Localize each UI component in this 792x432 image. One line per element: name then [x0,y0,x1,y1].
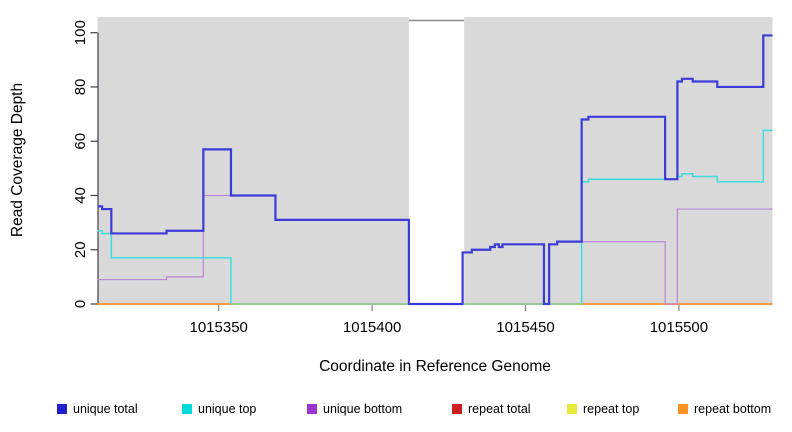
legend-label: repeat total [468,402,531,416]
legend-swatch-unique-bottom [307,404,317,414]
legend-label: unique bottom [323,402,403,416]
legend-item-repeat-total: repeat total [452,402,531,416]
y-axis-tick-label: 0 [72,300,89,308]
legend-swatch-repeat-total [452,404,462,414]
y-axis-tick-label: 20 [72,241,89,258]
legend-item-repeat-bottom: repeat bottom [678,402,771,416]
legend-item-unique-top: unique top [182,402,256,416]
y-axis-tick-label: 40 [72,187,89,204]
y-axis-tick-label: 80 [72,79,89,96]
series-line-unique-total [97,34,773,306]
legend-label: unique total [73,402,138,416]
series-line-unique-top [97,129,773,305]
x-axis-tick-label: 1015400 [343,319,401,336]
y-axis-title: Read Coverage Depth [9,83,26,237]
y-axis-tick-label: 100 [72,20,89,45]
legend-item-repeat-top: repeat top [567,402,639,416]
y-axis-tick-label: 60 [72,133,89,150]
x-axis-title: Coordinate in Reference Genome [319,358,551,375]
legend-label: repeat bottom [694,402,772,416]
x-axis-tick-label: 1015350 [189,319,247,336]
legend-swatch-unique-top [182,404,192,414]
legend-swatch-repeat-top [567,404,577,414]
x-axis-tick-label: 1015450 [496,319,554,336]
legend-item-unique-total: unique total [57,402,138,416]
legend-label: repeat top [583,402,640,416]
legend-swatch-repeat-bottom [678,404,688,414]
legend-item-unique-bottom: unique bottom [307,402,402,416]
legend-label: unique top [198,402,257,416]
legend-swatch-unique-total [57,404,67,414]
gap-region [408,15,465,305]
x-axis-tick-label: 1015500 [650,319,708,336]
